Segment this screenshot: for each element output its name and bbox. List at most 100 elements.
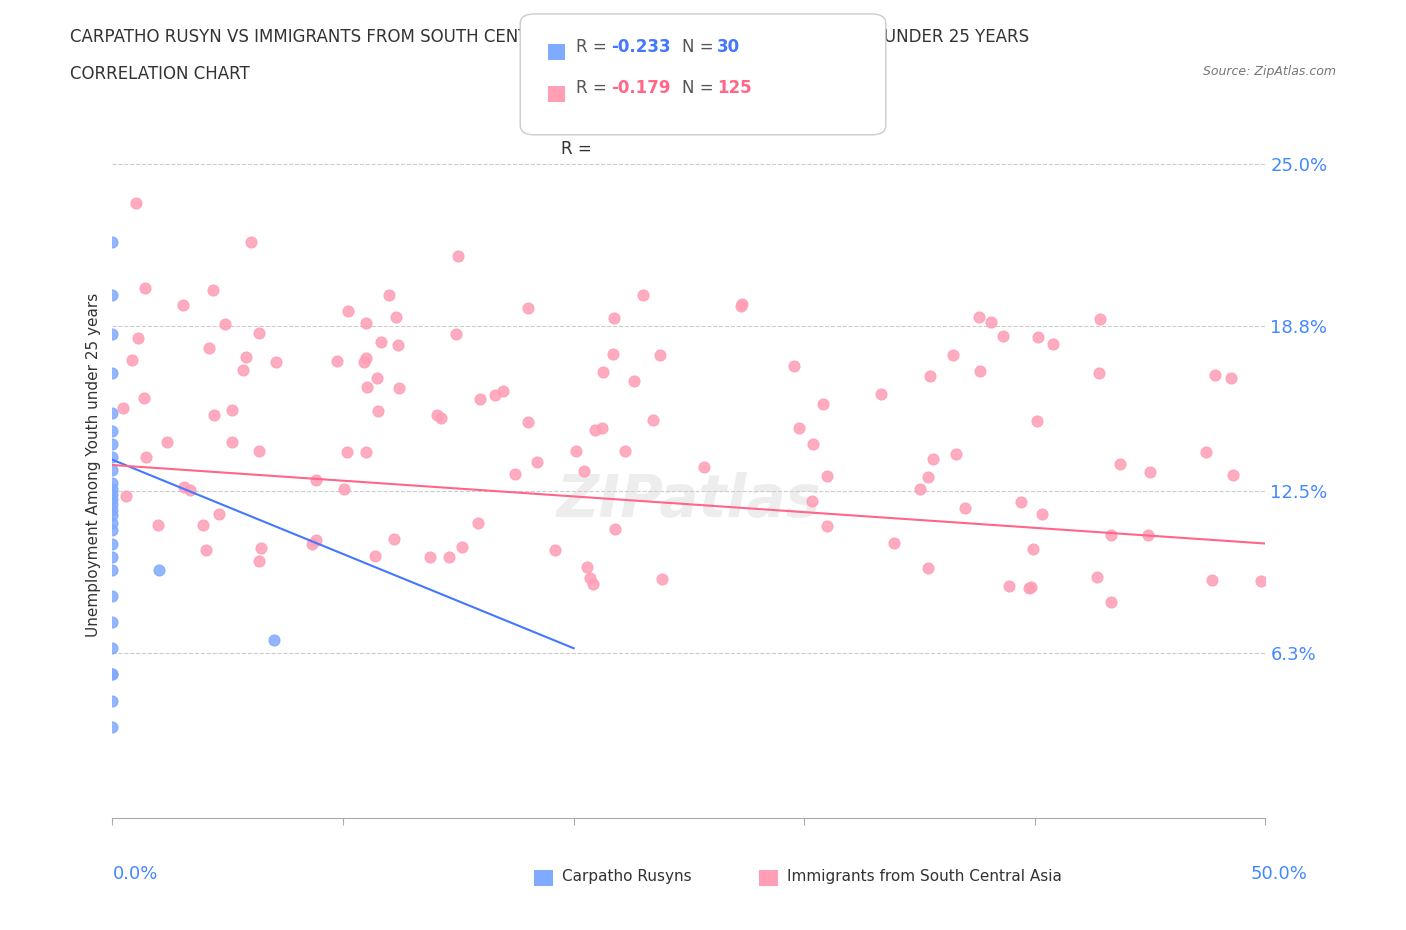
Point: [910, 482, 932, 497]
Point: [991, 328, 1014, 343]
Point: [197, 340, 219, 355]
Point: [942, 348, 965, 363]
Point: [101, 405, 124, 420]
Point: [172, 298, 194, 312]
Point: [101, 693, 124, 708]
Point: [101, 667, 124, 682]
Text: N =: N =: [682, 79, 718, 98]
Point: [101, 536, 124, 551]
Point: [623, 373, 645, 388]
Point: [1085, 569, 1108, 584]
Point: [967, 310, 990, 325]
Point: [1022, 541, 1045, 556]
Point: [813, 396, 835, 411]
Point: [353, 354, 375, 369]
Point: [101, 523, 124, 538]
Point: [101, 497, 124, 512]
Point: [980, 315, 1002, 330]
Point: [101, 235, 124, 250]
Point: [1220, 370, 1243, 385]
Point: [333, 482, 356, 497]
Text: Source: ZipAtlas.com: Source: ZipAtlas.com: [1202, 65, 1336, 78]
Point: [1139, 464, 1161, 479]
Point: [470, 392, 492, 406]
Point: [370, 335, 392, 350]
Point: [356, 379, 378, 394]
Point: [124, 196, 146, 211]
Point: [945, 446, 967, 461]
Point: [917, 561, 939, 576]
Point: [447, 248, 470, 263]
Point: [221, 403, 243, 418]
Point: [572, 463, 595, 478]
Point: [304, 472, 326, 487]
Point: [1031, 507, 1053, 522]
Point: [367, 404, 389, 418]
Point: [917, 470, 939, 485]
Text: Immigrants from South Central Asia: Immigrants from South Central Asia: [787, 870, 1063, 884]
Point: [1088, 365, 1111, 380]
Text: Carpatho Rusyns: Carpatho Rusyns: [562, 870, 692, 884]
Point: [214, 317, 236, 332]
Point: [641, 413, 664, 428]
Point: [526, 455, 548, 470]
Point: [127, 331, 149, 346]
Point: [953, 501, 976, 516]
Point: [263, 633, 285, 648]
Point: [426, 408, 449, 423]
Point: [385, 310, 408, 325]
Y-axis label: Unemployment Among Youth under 25 years: Unemployment Among Youth under 25 years: [86, 293, 101, 637]
Point: [516, 300, 538, 315]
Point: [111, 400, 134, 415]
Point: [247, 553, 270, 568]
Point: [1204, 367, 1226, 382]
Text: R =: R =: [561, 140, 596, 158]
Point: [801, 437, 824, 452]
Point: [249, 540, 271, 555]
Point: [651, 572, 673, 587]
Point: [969, 364, 991, 379]
Point: [101, 719, 124, 734]
Point: [650, 347, 672, 362]
Point: [101, 589, 124, 604]
Text: 0.0%: 0.0%: [112, 865, 157, 884]
Point: [101, 481, 124, 496]
Point: [605, 522, 627, 537]
Point: [264, 354, 287, 369]
Point: [1018, 581, 1040, 596]
Point: [801, 494, 824, 509]
Point: [439, 550, 461, 565]
Point: [132, 391, 155, 405]
Point: [582, 577, 605, 591]
Point: [1108, 457, 1130, 472]
Point: [101, 550, 124, 565]
Point: [444, 326, 467, 341]
Point: [631, 287, 654, 302]
Point: [179, 483, 201, 498]
Text: ZIPatlas: ZIPatlas: [557, 472, 821, 529]
Point: [101, 641, 124, 656]
Point: [354, 445, 377, 459]
Point: [1025, 414, 1047, 429]
Point: [247, 326, 270, 340]
Point: [451, 539, 474, 554]
Point: [135, 450, 157, 465]
Point: [869, 387, 891, 402]
Point: [731, 297, 754, 312]
Point: [565, 444, 588, 458]
Point: [1019, 580, 1042, 595]
Point: [249, 444, 271, 458]
Point: [517, 415, 540, 430]
Point: [101, 436, 124, 451]
Point: [1250, 574, 1272, 589]
Point: [484, 387, 506, 402]
Point: [101, 450, 124, 465]
Point: [146, 517, 169, 532]
Point: [221, 434, 243, 449]
Point: [156, 434, 179, 449]
Point: [101, 287, 124, 302]
Point: [356, 315, 378, 330]
Point: [101, 476, 124, 491]
Point: [364, 549, 387, 564]
Point: [326, 353, 349, 368]
